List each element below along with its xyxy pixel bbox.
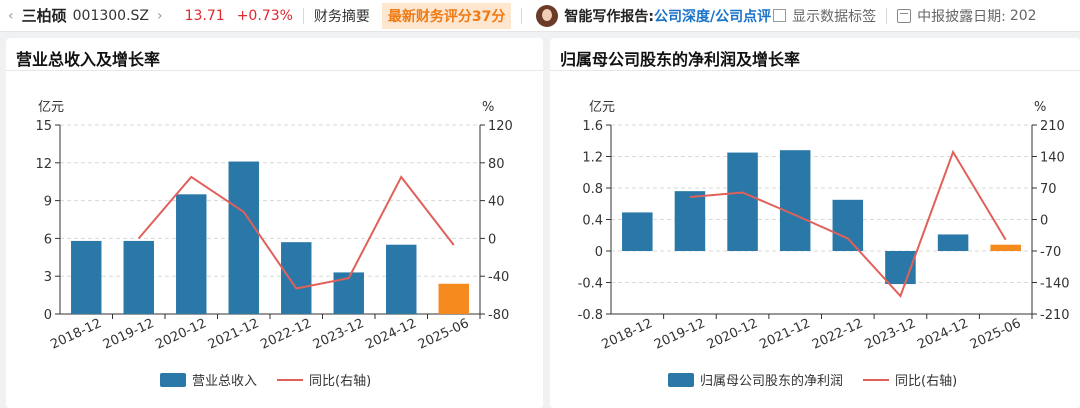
legend-bar-label: 归属母公司股东的净利润 [700, 373, 843, 389]
y-tick-label: 15 [35, 119, 52, 134]
right-axis-unit: % [1034, 100, 1046, 115]
stock-price: 13.71 [184, 7, 225, 24]
bar [228, 161, 259, 314]
left-axis-unit: 亿元 [38, 100, 64, 115]
divider [550, 70, 1080, 71]
legend-bar-swatch [160, 373, 186, 387]
y2-tick-label: -40 [488, 270, 509, 285]
stock-name: 三柏硕 [21, 7, 67, 25]
x-tick-label: 2018-12 [48, 316, 104, 353]
bar [727, 152, 758, 251]
x-tick-label: 2020-12 [153, 316, 209, 353]
stock-code: 001300.SZ [72, 7, 149, 24]
revenue-chart-panel: 营业总收入及增长率 亿元% 15 12 9 6 3 0 120 80 40 0 -40 -80 2018-… [6, 38, 543, 408]
y2-tick-label: 210 [1040, 119, 1065, 134]
x-tick-label: 2019-12 [101, 316, 157, 353]
net-profit-chart: 亿元 % 1.6 1.2 0.8 0.4 0 -0.4 -0.8 210 140 70 0 -70 -140… [578, 100, 1070, 389]
x-tick-label: 2024-12 [915, 316, 971, 353]
legend-bar-label: 营业总收入 [192, 374, 257, 389]
y-tick-label: 0 [595, 245, 603, 260]
financial-score-badge[interactable]: 最新财务评分37分 [381, 2, 512, 29]
avatar [536, 4, 559, 27]
stock-header-bar: ‹ 三柏硕 001300.SZ › 13.71 +0.73% 财务摘要 最新财务… [0, 0, 1080, 32]
y-tick-label: 0 [44, 308, 52, 323]
bar [176, 194, 207, 314]
y-tick-label: 12 [35, 157, 52, 172]
show-data-labels-label[interactable]: 显示数据标签 [792, 8, 877, 25]
bar [281, 242, 312, 314]
y-tick-label: -0.8 [578, 308, 603, 323]
y-tick-label: -0.4 [578, 277, 603, 292]
y2-tick-label: 120 [488, 119, 513, 134]
chevron-left-icon[interactable]: ‹ [8, 7, 14, 24]
bar [622, 212, 653, 251]
panel-title: 归属母公司股东的净利润及增长率 [560, 50, 801, 69]
x-tick-label: 2023-12 [863, 316, 919, 353]
y-tick-label: 6 [44, 232, 52, 247]
y2-tick-label: -140 [1040, 277, 1070, 292]
calendar-icon [897, 8, 912, 23]
x-tick-label: 2021-12 [757, 316, 813, 353]
bar [71, 240, 102, 314]
show-data-labels-checkbox[interactable] [773, 9, 787, 22]
x-tick-label: 2025-06 [968, 316, 1024, 353]
y-tick-label: 1.6 [582, 119, 603, 134]
disclosure-date-value: 202 [1009, 7, 1037, 24]
bar [438, 283, 469, 314]
left-axis-unit: 亿元 [589, 100, 615, 115]
divider [521, 7, 523, 24]
smart-report-label: 智能写作报告: [564, 8, 655, 25]
divider [6, 70, 543, 71]
legend-bar-swatch [668, 373, 694, 387]
x-tick-label: 2024-12 [363, 316, 419, 353]
y-tick-label: 3 [44, 270, 52, 285]
legend-line-label: 同比(右轴) [895, 374, 957, 389]
divider [302, 7, 304, 24]
y2-tick-label: -70 [1040, 245, 1061, 260]
y-tick-label: 9 [44, 195, 52, 210]
financial-summary-link[interactable]: 财务摘要 [313, 8, 370, 25]
x-tick-label: 2023-12 [311, 316, 367, 353]
divider [886, 7, 888, 24]
bar [123, 240, 154, 314]
report-review-link[interactable]: 公司点评 [715, 8, 772, 25]
y-tick-label: 0.4 [582, 214, 603, 229]
legend-line-label: 同比(右轴) [309, 374, 371, 389]
x-tick-label: 2021-12 [206, 316, 262, 353]
y-tick-label: 1.2 [582, 151, 603, 166]
bar [386, 244, 417, 314]
right-axis-unit: % [482, 100, 494, 115]
y2-tick-label: -80 [488, 308, 509, 323]
y2-tick-label: 0 [1040, 214, 1048, 229]
y-tick-label: 0.8 [582, 182, 603, 197]
x-tick-label: 2025-06 [416, 316, 472, 353]
bar [937, 234, 969, 251]
x-tick-label: 2019-12 [652, 316, 708, 353]
panel-title: 营业总收入及增长率 [16, 50, 161, 69]
bar [832, 199, 864, 251]
disclosure-date-label: 中报披露日期: [917, 8, 1006, 25]
y2-tick-label: -210 [1040, 308, 1070, 323]
bar [779, 150, 811, 251]
x-tick-label: 2022-12 [810, 316, 866, 353]
y2-tick-label: 80 [488, 157, 505, 172]
bar [674, 191, 706, 251]
revenue-chart: 亿元 %1512963012080400-40-802018-122019-122… [35, 100, 513, 389]
price-change: +0.73% [236, 7, 293, 24]
x-tick-label: 2018-12 [599, 316, 655, 353]
x-tick-label: 2020-12 [705, 316, 761, 353]
x-tick-label: 2022-12 [258, 316, 314, 353]
report-depth-link[interactable]: 公司深度/ [654, 8, 716, 25]
bar [990, 244, 1021, 251]
y2-tick-label: 70 [1040, 182, 1057, 197]
y2-tick-label: 40 [488, 195, 505, 210]
chevron-right-icon[interactable]: › [157, 7, 163, 24]
net-profit-chart-panel: 归属母公司股东的净利润及增长率 亿元% 1.6 1.2 0.8 0.4 0 -0.4 -0.8… [550, 38, 1080, 408]
y2-tick-label: 0 [488, 232, 496, 247]
y2-tick-label: 140 [1040, 151, 1065, 166]
